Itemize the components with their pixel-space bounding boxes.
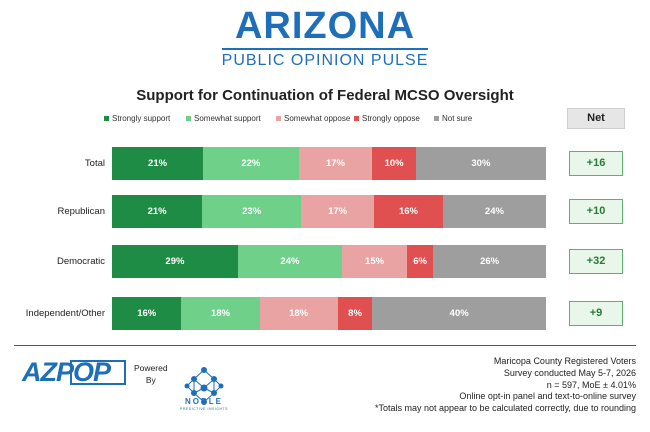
survey-note-method: Online opt-in panel and text-to-online s… <box>459 391 636 402</box>
bar-segment: 17% <box>298 147 373 180</box>
bar-segment: 8% <box>337 297 373 330</box>
survey-notes: Maricopa County Registered Voters Survey… <box>375 356 636 415</box>
azpop-logo-frame <box>70 360 126 385</box>
net-value: +10 <box>569 199 623 224</box>
legend-item: Strongly oppose <box>354 114 420 123</box>
category-label: Total <box>84 158 105 169</box>
bar-segment: 24% <box>237 245 343 278</box>
bar-segment: 18% <box>259 297 338 330</box>
legend-label: Not sure <box>442 114 473 123</box>
legend-label: Strongly support <box>112 114 171 123</box>
bar-segment: 6% <box>407 245 434 278</box>
net-value: +9 <box>569 301 623 326</box>
net-value: +16 <box>569 151 623 176</box>
legend-swatch <box>354 116 359 121</box>
category-label: Republican <box>57 206 105 217</box>
legend-label: Somewhat oppose <box>284 114 351 123</box>
brand-subtitle: PUBLIC OPINION PULSE <box>221 48 429 70</box>
bar-segment: 30% <box>415 147 546 180</box>
legend-swatch <box>104 116 109 121</box>
footer-divider <box>14 345 636 346</box>
bar-row: 21% 23% 17% 16% 24% <box>112 195 546 228</box>
brand-header: ARIZONA PUBLIC OPINION PULSE <box>0 6 650 70</box>
bar-segment: 21% <box>112 147 204 180</box>
brand-title: ARIZONA <box>234 5 416 47</box>
bar-segment: 40% <box>372 297 546 330</box>
noble-logo-tagline: PREDICTIVE INSIGHTS <box>180 407 229 411</box>
legend-swatch <box>434 116 439 121</box>
azpop-logo: AZPOP <box>22 359 126 386</box>
bar-segment: 15% <box>342 245 408 278</box>
bar-segment: 10% <box>372 147 416 180</box>
legend-item: Somewhat support <box>186 114 261 123</box>
bar-segment: 18% <box>181 297 260 330</box>
survey-note-sample: n = 597, MoE ± 4.01% <box>546 379 636 390</box>
bar-segment: 29% <box>112 245 238 278</box>
bar-segment: 16% <box>112 297 182 330</box>
net-column-header: Net <box>567 108 625 129</box>
bar-segment: 22% <box>203 147 299 180</box>
legend-label: Strongly oppose <box>362 114 420 123</box>
bar-segment: 26% <box>433 245 546 278</box>
legend-item: Somewhat oppose <box>276 114 350 123</box>
powered-by-label: Powered By <box>134 362 168 386</box>
bar-segment: 24% <box>442 195 546 228</box>
survey-note-population: Maricopa County Registered Voters <box>493 356 636 366</box>
legend-item: Strongly support <box>104 114 170 123</box>
legend-item: Not sure <box>434 114 472 123</box>
net-value: +32 <box>569 249 623 274</box>
noble-network-icon <box>184 367 224 405</box>
powered-by-line-1: Powered <box>134 363 168 373</box>
bar-row: 16% 18% 18% 8% 40% <box>112 297 546 330</box>
bar-row: 29% 24% 15% 6% 26% <box>112 245 546 278</box>
survey-note-rounding: *Totals may not appear to be calculated … <box>375 403 636 414</box>
powered-by-line-2: By <box>145 375 156 385</box>
legend-label: Somewhat support <box>194 114 261 123</box>
bar-row: 21% 22% 17% 10% 30% <box>112 147 546 180</box>
bar-segment: 17% <box>301 195 375 228</box>
legend-swatch <box>276 116 281 121</box>
azpop-logo-text: AZPOP <box>22 357 111 387</box>
legend-swatch <box>186 116 191 121</box>
category-label: Independent/Other <box>25 308 105 319</box>
category-label: Democratic <box>56 256 105 267</box>
bar-segment: 16% <box>374 195 443 228</box>
noble-logo-name: NOBLE <box>185 397 223 406</box>
bar-segment: 23% <box>202 195 302 228</box>
survey-note-dates: Survey conducted May 5-7, 2026 <box>503 367 636 378</box>
chart-title: Support for Continuation of Federal MCSO… <box>136 87 514 104</box>
bar-segment: 21% <box>112 195 203 228</box>
